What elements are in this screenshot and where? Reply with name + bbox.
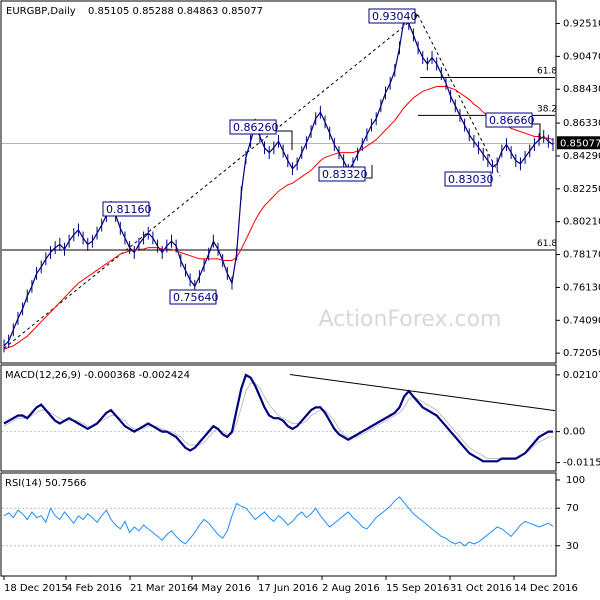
time-tick-label: 15 Sep 2016 (386, 583, 449, 594)
time-tick-label: 4 Feb 2016 (66, 583, 122, 594)
symbol-label: EURGBP,Daily (6, 6, 76, 17)
annotation-box (368, 8, 416, 24)
annotation-label: 0.86660 (489, 114, 535, 127)
rsi-header: RSI(14) 50.7566 (5, 478, 86, 489)
price-annotation: 0.83320 (318, 166, 368, 182)
rsi-panel (0, 472, 557, 577)
macd-trendline (289, 374, 556, 412)
annotation-label: 0.81160 (106, 203, 152, 216)
price-annotation: 0.93040 (368, 8, 418, 24)
annotation-label: 0.83030 (448, 173, 494, 186)
annotation-label: 0.83320 (322, 168, 368, 181)
annotation-connector (532, 123, 541, 140)
macd-tick-label: -0.011507 (563, 458, 600, 469)
annotation-label: 0.93040 (372, 10, 418, 23)
macd-header: MACD(12,26,9) -0.000368 -0.002424 (5, 370, 190, 381)
annotation-connector (366, 165, 373, 179)
annotation-box (485, 112, 533, 128)
current-price-tag: 0.85077 (557, 136, 600, 150)
ma-series-line (3, 86, 554, 350)
watermark: ActionForex.com (319, 307, 502, 332)
annotation-box (318, 166, 366, 182)
price-annotation: 0.81160 (102, 201, 152, 217)
time-tick-label: 4 May 2016 (192, 583, 251, 594)
rsi-tick-label: 70 (566, 503, 579, 514)
price-annotation: 0.83030 (444, 171, 494, 187)
dashed-trendline (3, 14, 419, 349)
annotation-label: 0.86260 (233, 121, 279, 134)
macd-signal-line (3, 382, 553, 460)
macd-tick-label: 0.021074 (563, 370, 600, 381)
annotation-box (444, 171, 492, 187)
annotation-label: 0.75640 (173, 291, 219, 304)
rsi-line (3, 496, 554, 547)
fibonacci-level-label: 61.8 (537, 66, 557, 76)
annotation-box (102, 201, 150, 217)
time-tick-label: 21 Mar 2016 (130, 583, 193, 594)
ohlc-values: 0.85105 0.85288 0.84863 0.85077 (88, 6, 263, 17)
dashed-retrace-line (417, 14, 501, 177)
annotation-connector (276, 130, 293, 150)
price-annotation: 0.75640 (169, 289, 219, 305)
annotation-box (169, 289, 217, 305)
price-annotation: 0.86660 (485, 112, 535, 128)
price-annotation: 0.86260 (229, 119, 279, 135)
fibonacci-level-label: 38.2 (537, 104, 557, 114)
time-tick-label: 2 Aug 2016 (322, 583, 380, 594)
macd-panel (0, 364, 557, 472)
macd-line (3, 373, 553, 463)
annotation-box (229, 119, 277, 135)
current-price-label: 0.85077 (560, 138, 600, 149)
time-tick-label: 31 Oct 2016 (450, 583, 512, 594)
rsi-tick-label: 100 (566, 475, 585, 486)
rsi-tick-label: 30 (566, 541, 579, 552)
price-panel (0, 0, 557, 364)
time-tick-label: 14 Dec 2016 (514, 583, 578, 594)
time-tick-label: 17 Jun 2016 (258, 583, 318, 594)
macd-tick-label: 0.00 (563, 427, 585, 438)
fibonacci-level-label: 61.8 (537, 239, 557, 249)
time-tick-label: 18 Dec 2015 (4, 583, 68, 594)
